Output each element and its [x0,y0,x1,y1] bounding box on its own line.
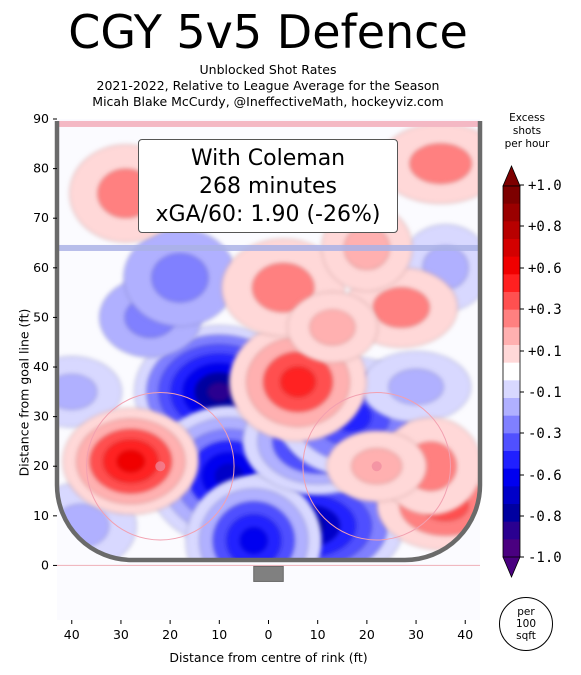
y-tick-label: 20 [33,458,49,473]
colorbar-swatch [503,504,520,523]
colorbar-swatch [503,221,520,240]
colorbar-tick-label: +0.3 [528,302,562,318]
x-tick-label: 40 [457,627,473,642]
unit-badge-line-3: sqft [516,630,536,642]
y-tick-label: 70 [33,210,49,225]
goal-net [253,565,284,582]
colorbar-swatch [503,521,520,540]
colorbar-tick-label: -0.8 [528,509,562,525]
rink-markings [54,120,483,582]
y-tick-label: 30 [33,409,49,424]
colorbar-swatch [503,274,520,293]
chart-title: CGY 5v5 Defence [68,5,468,59]
heatmap-blob [378,123,480,204]
info-box-line-2: 268 minutes [198,174,338,199]
x-tick-label: 10 [211,627,227,642]
colorbar-title-2: shots [512,125,542,137]
rink-boards [54,121,483,563]
colorbar-swatch [503,539,520,558]
x-tick-label: 30 [113,627,129,642]
x-tick-label: 40 [64,627,80,642]
faceoff-dot [155,461,166,472]
blue-line [57,244,480,251]
y-tick-label: 50 [33,309,49,324]
colorbar-swatch [503,292,520,311]
colorbar-tick-label: +0.6 [528,261,562,277]
colorbar-tick-label: +0.8 [528,219,562,235]
colorbar-title-1: Excess [509,112,545,124]
heatmap-blob [62,407,199,515]
x-tick-label: 30 [408,627,424,642]
unit-badge-line-1: per [517,606,535,618]
x-axis-label: Distance from centre of rink (ft) [169,650,368,665]
colorbar-swatch [503,380,520,399]
unit-badge-line-2: 100 [515,618,537,630]
colorbar-swatch [503,433,520,452]
heatmap-blob [361,351,472,423]
colorbar-bottom-arrow [502,556,521,579]
info-box-line-3: xGA/60: 1.90 (-26%) [155,202,381,227]
x-tick-label: 20 [162,627,178,642]
x-tick-label: 20 [359,627,375,642]
info-box: With Coleman 268 minutes xGA/60: 1.90 (-… [138,139,398,233]
chart-subtitle-3: Micah Blake McCurdy, @IneffectiveMath, h… [92,94,444,109]
colorbar-tick-label: +1.0 [528,178,562,194]
chart-subtitle-2: 2021-2022, Relative to League Average fo… [96,78,440,93]
colorbar-swatch [503,486,520,505]
colorbar-swatch [503,309,520,328]
colorbar-frame [502,185,521,558]
chart-subtitle-1: Unblocked Shot Rates [199,62,337,77]
heatmap-blob [286,291,378,364]
colorbar-title: Excess shots per hour [498,112,556,151]
colorbar: +1.0 +0.8 +0.6 +0.3 +0.1 -0.1 -0.3 -0.6 -0.8 -1.0 [502,164,562,579]
colorbar-swatch [503,451,520,470]
faceoff-dot [371,461,382,472]
colorbar-tick-label: +0.1 [528,344,562,360]
colorbar-swatch [503,327,520,346]
x-tick-label: 0 [265,627,273,642]
unit-badge: per 100 sqft [499,597,553,651]
faceoff-circle [302,391,451,541]
colorbar-tick-label: -0.6 [528,468,562,484]
colorbar-swatch [503,186,520,205]
colorbar-swatch [503,239,520,258]
y-tick-label: 0 [41,557,49,572]
colorbar-swatch [503,203,520,222]
colorbar-title-3: per hour [504,138,550,150]
colorbar-tick-label: -1.0 [528,550,562,566]
colorbar-swatch [503,415,520,434]
x-tick-label: 10 [310,627,326,642]
colorbar-swatch [503,345,520,364]
colorbar-tick-label: -0.3 [528,426,562,442]
heatmap-blob [57,356,123,428]
colorbar-swatch [503,398,520,417]
faceoff-circle [86,391,235,541]
y-tick-label: 90 [33,111,49,126]
heatmap-blob [185,475,322,560]
colorbar-swatch [503,362,520,381]
colorbar-swatch [503,256,520,275]
colorbar-top-arrow [502,164,521,187]
y-tick-label: 40 [33,359,49,374]
heatmap-layer [57,123,480,560]
info-box-line-1: With Coleman [190,146,346,171]
axes: 40 30 20 10 0 10 20 30 40 0 10 20 30 40 50 60 70 80 90 [33,111,473,642]
red-line [57,120,480,127]
heatmap-blob [123,228,237,327]
y-tick-label: 10 [33,508,49,523]
y-tick-label: 60 [33,260,49,275]
colorbar-swatch [503,468,520,487]
y-axis-label: Distance from goal line (ft) [16,308,32,477]
y-tick-label: 80 [33,161,49,176]
colorbar-tick-label: -0.1 [528,385,562,401]
